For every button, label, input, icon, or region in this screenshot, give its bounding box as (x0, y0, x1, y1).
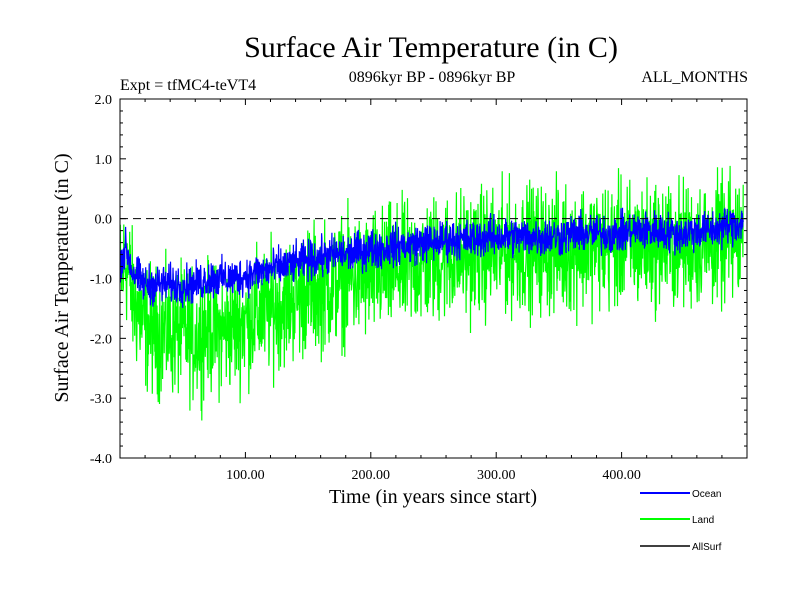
experiment-label: Expt = tfMC4-teVT4 (120, 77, 256, 94)
x-tick-label: 300.00 (477, 468, 516, 483)
y-axis: -4.0 -3.0 -2.0 -1.0 0.0 1.0 2.0 (90, 93, 747, 467)
x-axis-label: Time (in years since start) (329, 486, 537, 508)
y-tick-label: -4.0 (90, 452, 112, 467)
y-tick-label: 1.0 (95, 153, 113, 168)
y-tick-label: 2.0 (95, 93, 113, 108)
x-tick-label: 100.00 (226, 468, 265, 483)
legend-label-allsurf: AllSurf (692, 542, 722, 553)
legend-label-land: Land (692, 515, 714, 526)
y-axis-label: Surface Air Temperature (in C) (51, 153, 73, 402)
y-tick-label: -2.0 (90, 332, 112, 347)
series-line-ocean (120, 207, 744, 308)
legend: Ocean Land AllSurf (640, 489, 722, 553)
y-tick-label: 0.0 (95, 213, 113, 228)
months-label: ALL_MONTHS (641, 69, 748, 86)
series-line-land (120, 165, 744, 421)
period-label: 0896kyr BP - 0896kyr BP (349, 69, 516, 86)
chart-title: Surface Air Temperature (in C) (244, 31, 618, 64)
x-tick-label: 400.00 (602, 468, 641, 483)
series-layer (120, 165, 744, 421)
x-axis: 100.00 200.00 300.00 400.00 (144, 99, 723, 483)
x-tick-label: 200.00 (352, 468, 391, 483)
y-tick-label: -1.0 (90, 273, 112, 288)
legend-label-ocean: Ocean (692, 489, 721, 500)
y-tick-label: -3.0 (90, 392, 112, 407)
